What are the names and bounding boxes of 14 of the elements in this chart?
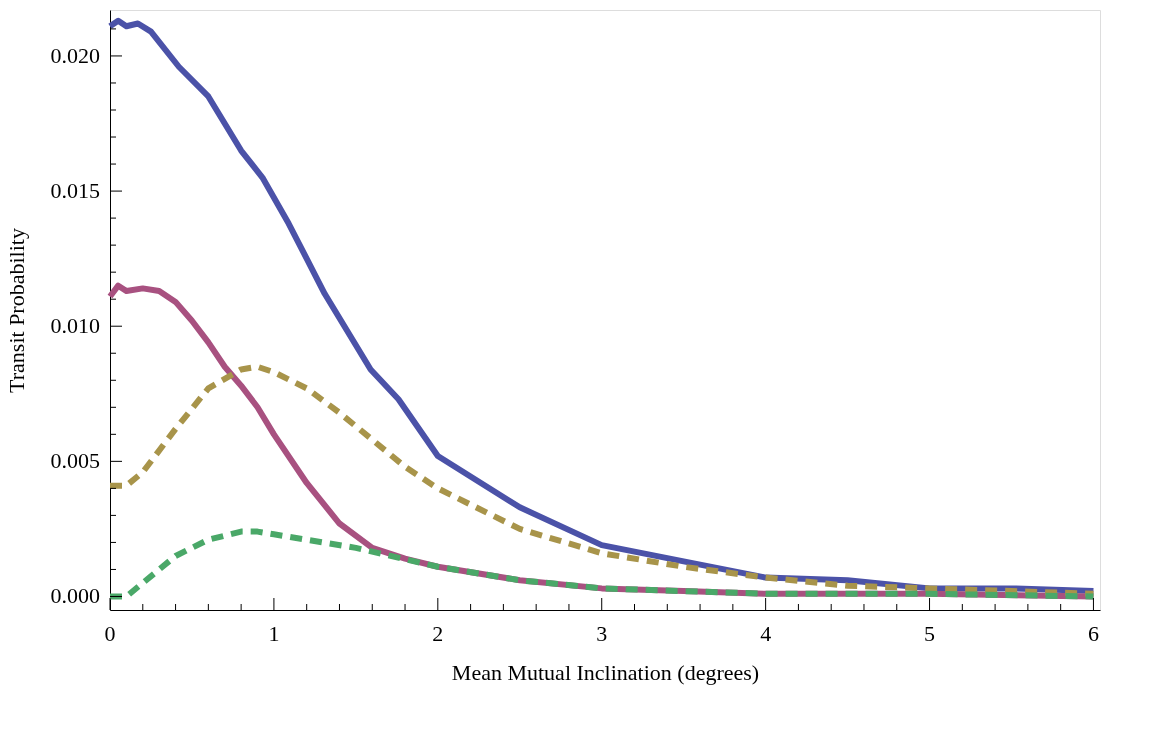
x-tick-label: 4 (760, 621, 772, 646)
y-tick-label: 0.015 (50, 178, 100, 204)
y-tick-label: 0.000 (50, 583, 100, 609)
x-tick-label: 5 (924, 621, 936, 646)
y-tick-label: 0.020 (50, 42, 100, 68)
x-axis-title: Mean Mutual Inclination (degrees) (451, 659, 760, 685)
y-tick-label: 0.010 (50, 313, 100, 339)
x-tick-label: 1 (268, 621, 280, 646)
y-axis-title: Transit Probability (3, 228, 29, 393)
y-tick-label: 0.005 (50, 448, 100, 474)
x-tick-label: 6 (1087, 621, 1099, 646)
x-tick-label: 3 (596, 621, 608, 646)
x-tick-label: 0 (104, 621, 116, 646)
x-tick-label: 2 (432, 621, 444, 646)
